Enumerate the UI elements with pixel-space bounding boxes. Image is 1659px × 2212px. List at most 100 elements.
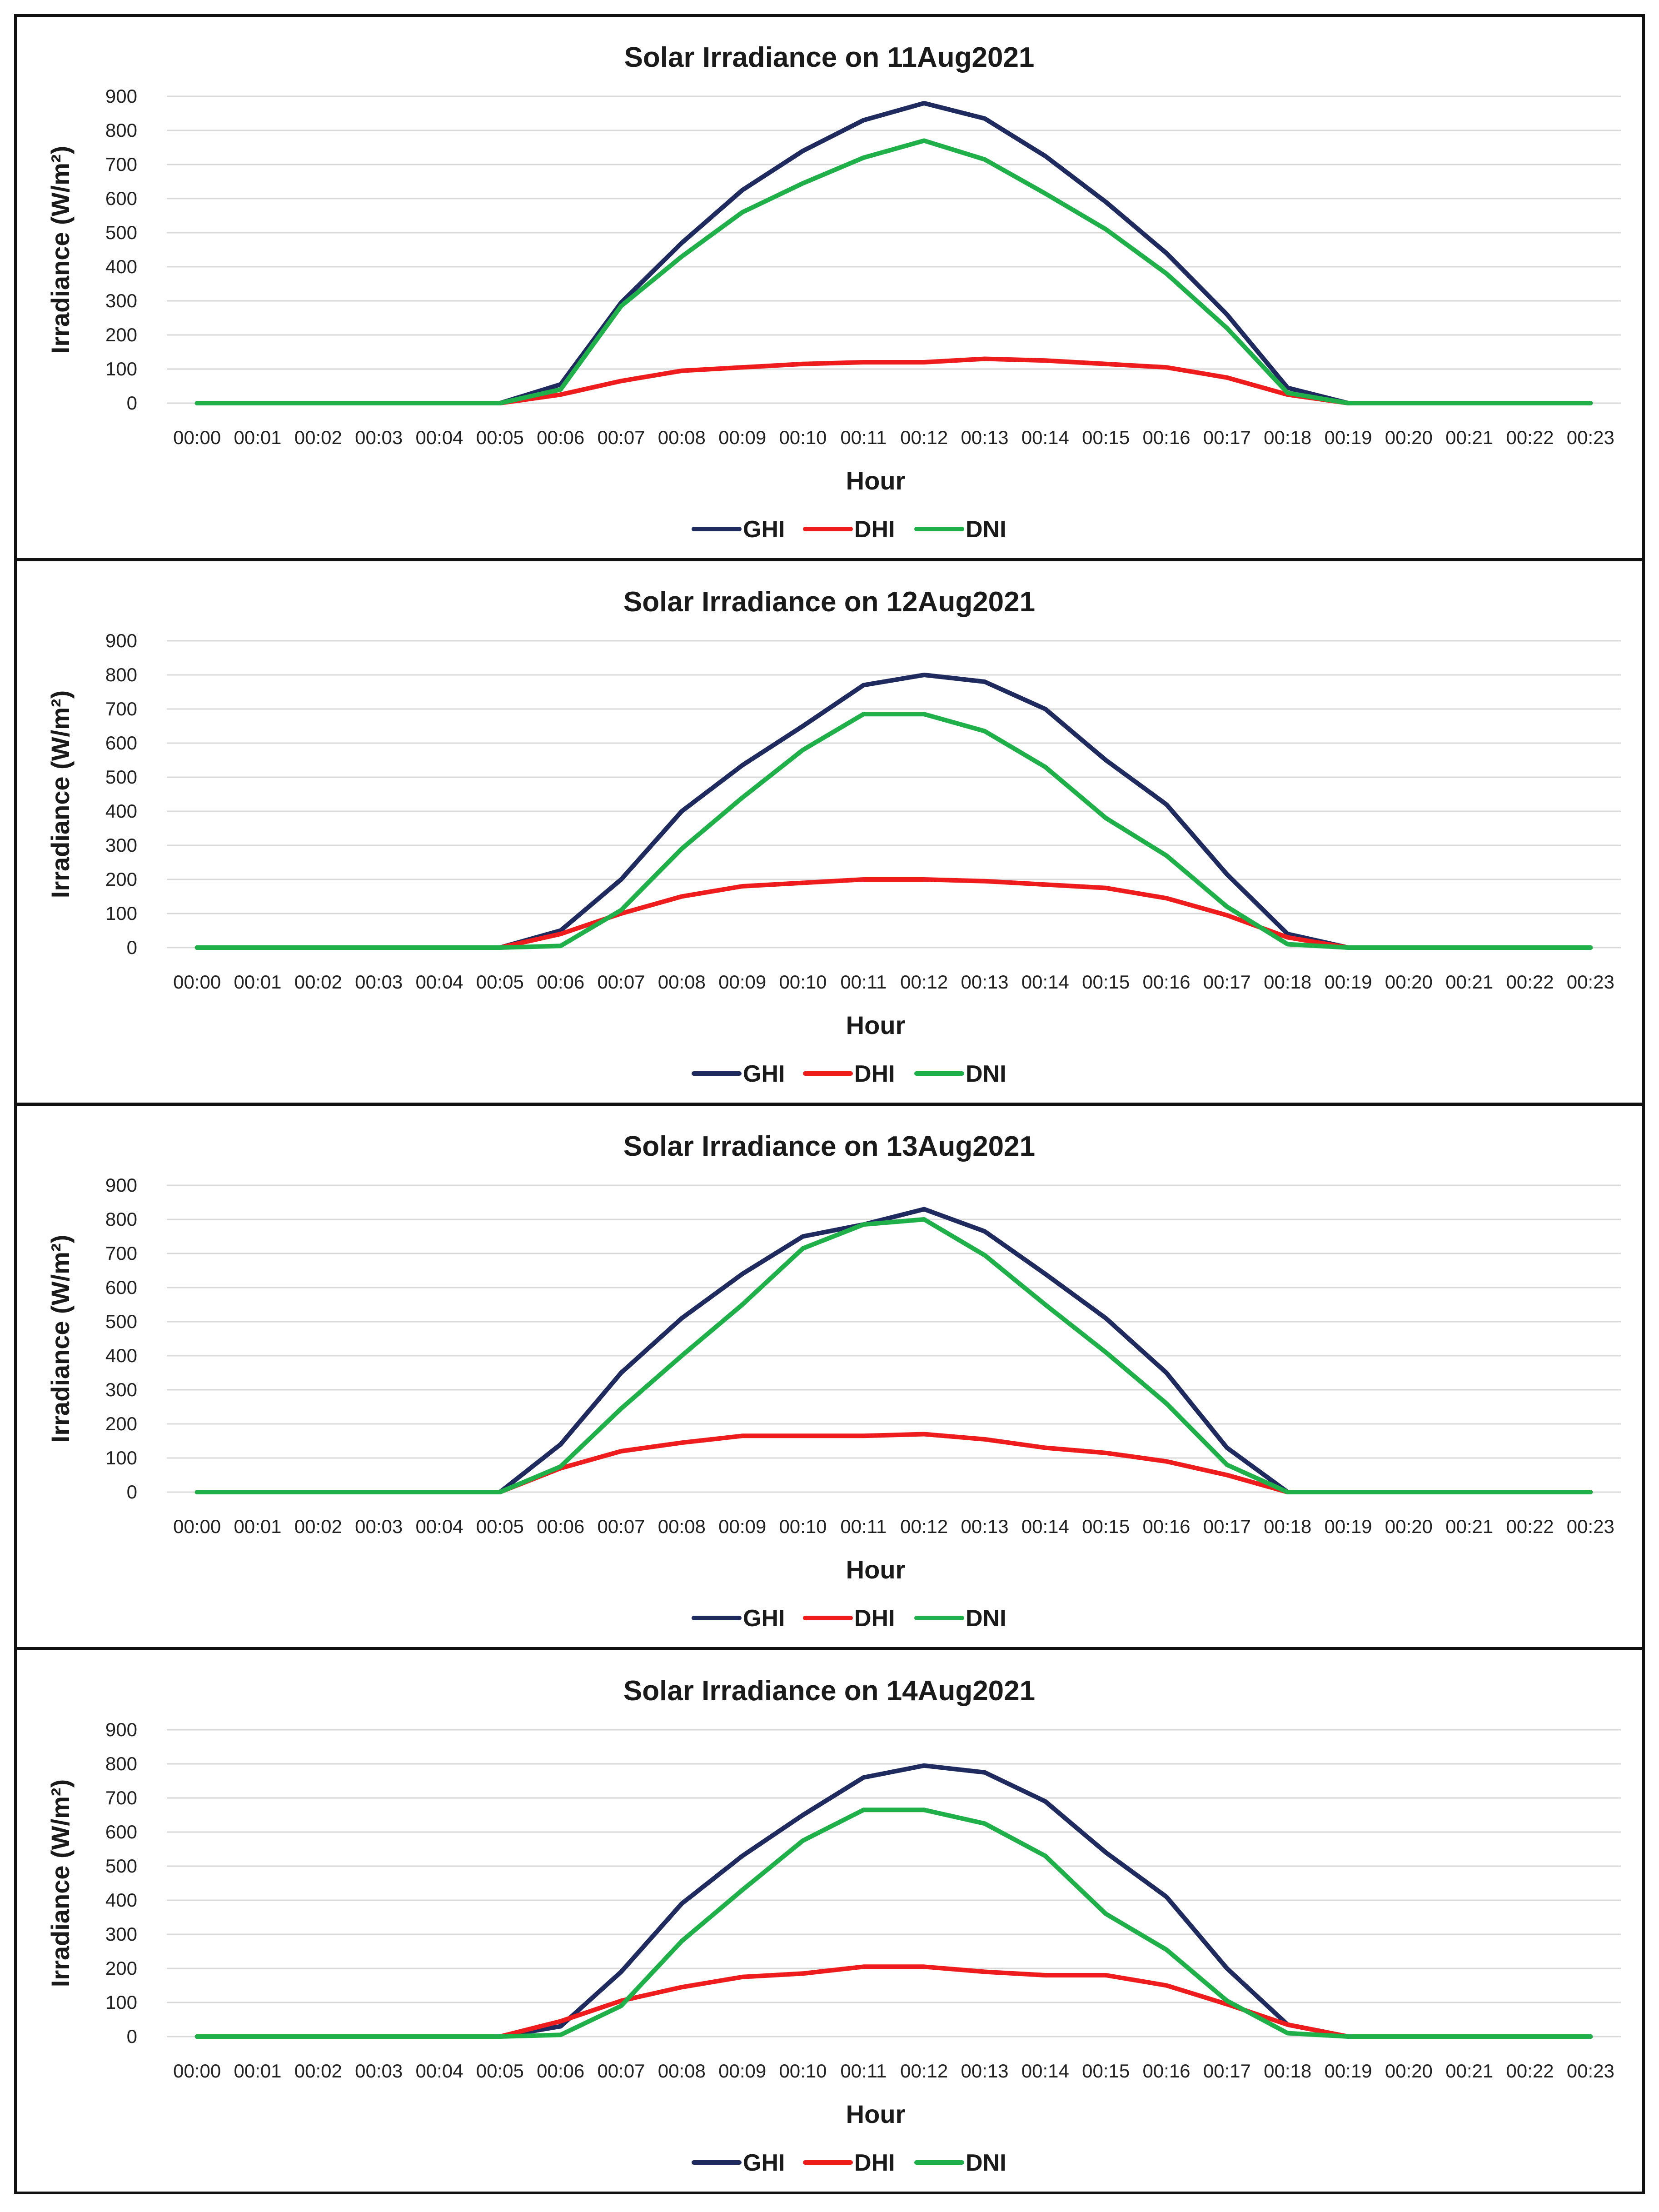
- series-line-dhi: [194, 1432, 1593, 1494]
- chart-title: Solar Irradiance on 12Aug2021: [623, 586, 1035, 618]
- y-tick-label: 800: [105, 664, 137, 685]
- x-axis-label: Hour: [846, 2100, 906, 2128]
- x-tick-label: 00:23: [1567, 971, 1614, 993]
- series-line-dni: [194, 1808, 1593, 2039]
- x-tick-label: 00:17: [1203, 1516, 1251, 1537]
- y-tick-label: 900: [105, 85, 137, 107]
- x-tick-label: 00:02: [294, 1516, 342, 1537]
- x-tick-label: 00:13: [961, 1516, 1008, 1537]
- x-tick-label: 00:06: [537, 427, 584, 448]
- x-tick-label: 00:09: [718, 1516, 766, 1537]
- y-axis-label: Irradiance (W/m²): [46, 690, 75, 898]
- x-tick-label: 00:04: [415, 1516, 463, 1537]
- x-tick-label: 00:12: [900, 971, 948, 993]
- chart-panel-1: Solar Irradiance on 12Aug2021 0 100 200 300 4…: [14, 559, 1645, 1105]
- y-tick-label: 0: [127, 2026, 137, 2047]
- x-tick-label: 00:06: [537, 971, 584, 993]
- chart-svg-3: Solar Irradiance on 14Aug2021 0 100 200 300 4…: [46, 1675, 1621, 2176]
- x-tick-label: 00:20: [1385, 1516, 1433, 1537]
- x-tick-label: 00:22: [1506, 1516, 1554, 1537]
- x-tick-label: 00:17: [1203, 427, 1251, 448]
- x-tick-label: 00:08: [658, 971, 706, 993]
- series-line-dni: [194, 712, 1593, 950]
- x-tick-label: 00:10: [779, 427, 827, 448]
- x-tick-label: 00:02: [294, 2060, 342, 2082]
- chart-title: Solar Irradiance on 14Aug2021: [623, 1675, 1035, 1707]
- x-tick-label: 00:04: [415, 2060, 463, 2082]
- x-tick-label: 00:18: [1264, 1516, 1311, 1537]
- x-tick-label: 00:15: [1082, 1516, 1130, 1537]
- x-tick-label: 00:20: [1385, 971, 1433, 993]
- series-line-dhi: [194, 356, 1593, 405]
- y-tick-label: 400: [105, 800, 137, 822]
- x-tick-label: 00:18: [1264, 427, 1311, 448]
- x-tick-label: 00:09: [718, 971, 766, 993]
- x-tick-label: 00:05: [476, 427, 524, 448]
- legend-label-dhi: DHI: [854, 1061, 895, 1087]
- x-tick-label: 00:18: [1264, 2060, 1311, 2082]
- y-tick-label: 200: [105, 324, 137, 345]
- x-tick-label: 00:00: [173, 2060, 221, 2082]
- x-tick-label: 00:23: [1567, 427, 1614, 448]
- x-tick-label: 00:14: [1021, 2060, 1069, 2082]
- series-line-ghi: [194, 1763, 1593, 2039]
- x-tick-label: 00:22: [1506, 427, 1554, 448]
- x-tick-label: 00:11: [840, 427, 887, 448]
- y-tick-label: 300: [105, 834, 137, 856]
- y-tick-label: 0: [127, 1481, 137, 1503]
- y-tick-label: 100: [105, 903, 137, 924]
- x-tick-label: 00:09: [718, 427, 766, 448]
- x-tick-label: 00:22: [1506, 2060, 1554, 2082]
- legend-label-dni: DNI: [966, 2150, 1006, 2176]
- y-tick-label: 800: [105, 1208, 137, 1230]
- y-tick-label: 700: [105, 154, 137, 175]
- y-tick-label: 600: [105, 1821, 137, 1843]
- series-line-dhi: [194, 1964, 1593, 2039]
- x-tick-label: 00:04: [415, 971, 463, 993]
- y-tick-label: 700: [105, 1787, 137, 1808]
- x-tick-label: 00:00: [173, 1516, 221, 1537]
- x-tick-label: 00:13: [961, 971, 1008, 993]
- y-tick-label: 0: [127, 392, 137, 414]
- x-tick-label: 00:02: [294, 971, 342, 993]
- legend-label-ghi: GHI: [743, 1605, 785, 1632]
- x-tick-label: 00:07: [597, 427, 645, 448]
- legend-label-ghi: GHI: [743, 2150, 785, 2176]
- x-tick-label: 00:08: [658, 1516, 706, 1537]
- x-tick-label: 00:19: [1324, 1516, 1372, 1537]
- x-tick-label: 00:19: [1324, 971, 1372, 993]
- chart-svg-2: Solar Irradiance on 13Aug2021 0 100 200 300 4…: [46, 1131, 1621, 1632]
- y-tick-label: 700: [105, 698, 137, 719]
- y-tick-label: 100: [105, 358, 137, 379]
- x-tick-label: 00:08: [658, 2060, 706, 2082]
- x-tick-label: 00:14: [1021, 971, 1069, 993]
- x-tick-label: 00:17: [1203, 2060, 1251, 2082]
- x-tick-label: 00:15: [1082, 427, 1130, 448]
- x-tick-label: 00:14: [1021, 1516, 1069, 1537]
- y-axis-label: Irradiance (W/m²): [46, 1779, 75, 1987]
- y-tick-label: 800: [105, 1753, 137, 1774]
- y-tick-label: 900: [105, 630, 137, 651]
- x-tick-label: 00:02: [294, 427, 342, 448]
- x-tick-label: 00:13: [961, 2060, 1008, 2082]
- y-tick-label: 400: [105, 256, 137, 277]
- legend-label-dni: DNI: [966, 1605, 1006, 1632]
- x-tick-label: 00:07: [597, 2060, 645, 2082]
- x-tick-label: 00:22: [1506, 971, 1554, 993]
- chart-svg-0: Solar Irradiance on 11Aug2021 0 100 200 300 4…: [46, 42, 1621, 543]
- x-tick-label: 00:01: [234, 971, 281, 993]
- y-tick-label: 300: [105, 1379, 137, 1400]
- x-tick-label: 00:16: [1142, 427, 1190, 448]
- legend-label-dhi: DHI: [854, 516, 895, 543]
- series-line-dni: [194, 1217, 1593, 1494]
- x-tick-label: 00:01: [234, 1516, 281, 1537]
- x-axis-label: Hour: [846, 1011, 906, 1039]
- x-tick-label: 00:20: [1385, 427, 1433, 448]
- x-tick-label: 00:10: [779, 1516, 827, 1537]
- y-tick-label: 100: [105, 1447, 137, 1468]
- y-tick-label: 600: [105, 188, 137, 209]
- x-tick-label: 00:14: [1021, 427, 1069, 448]
- x-tick-label: 00:15: [1082, 2060, 1130, 2082]
- y-tick-label: 900: [105, 1719, 137, 1740]
- y-tick-label: 800: [105, 120, 137, 141]
